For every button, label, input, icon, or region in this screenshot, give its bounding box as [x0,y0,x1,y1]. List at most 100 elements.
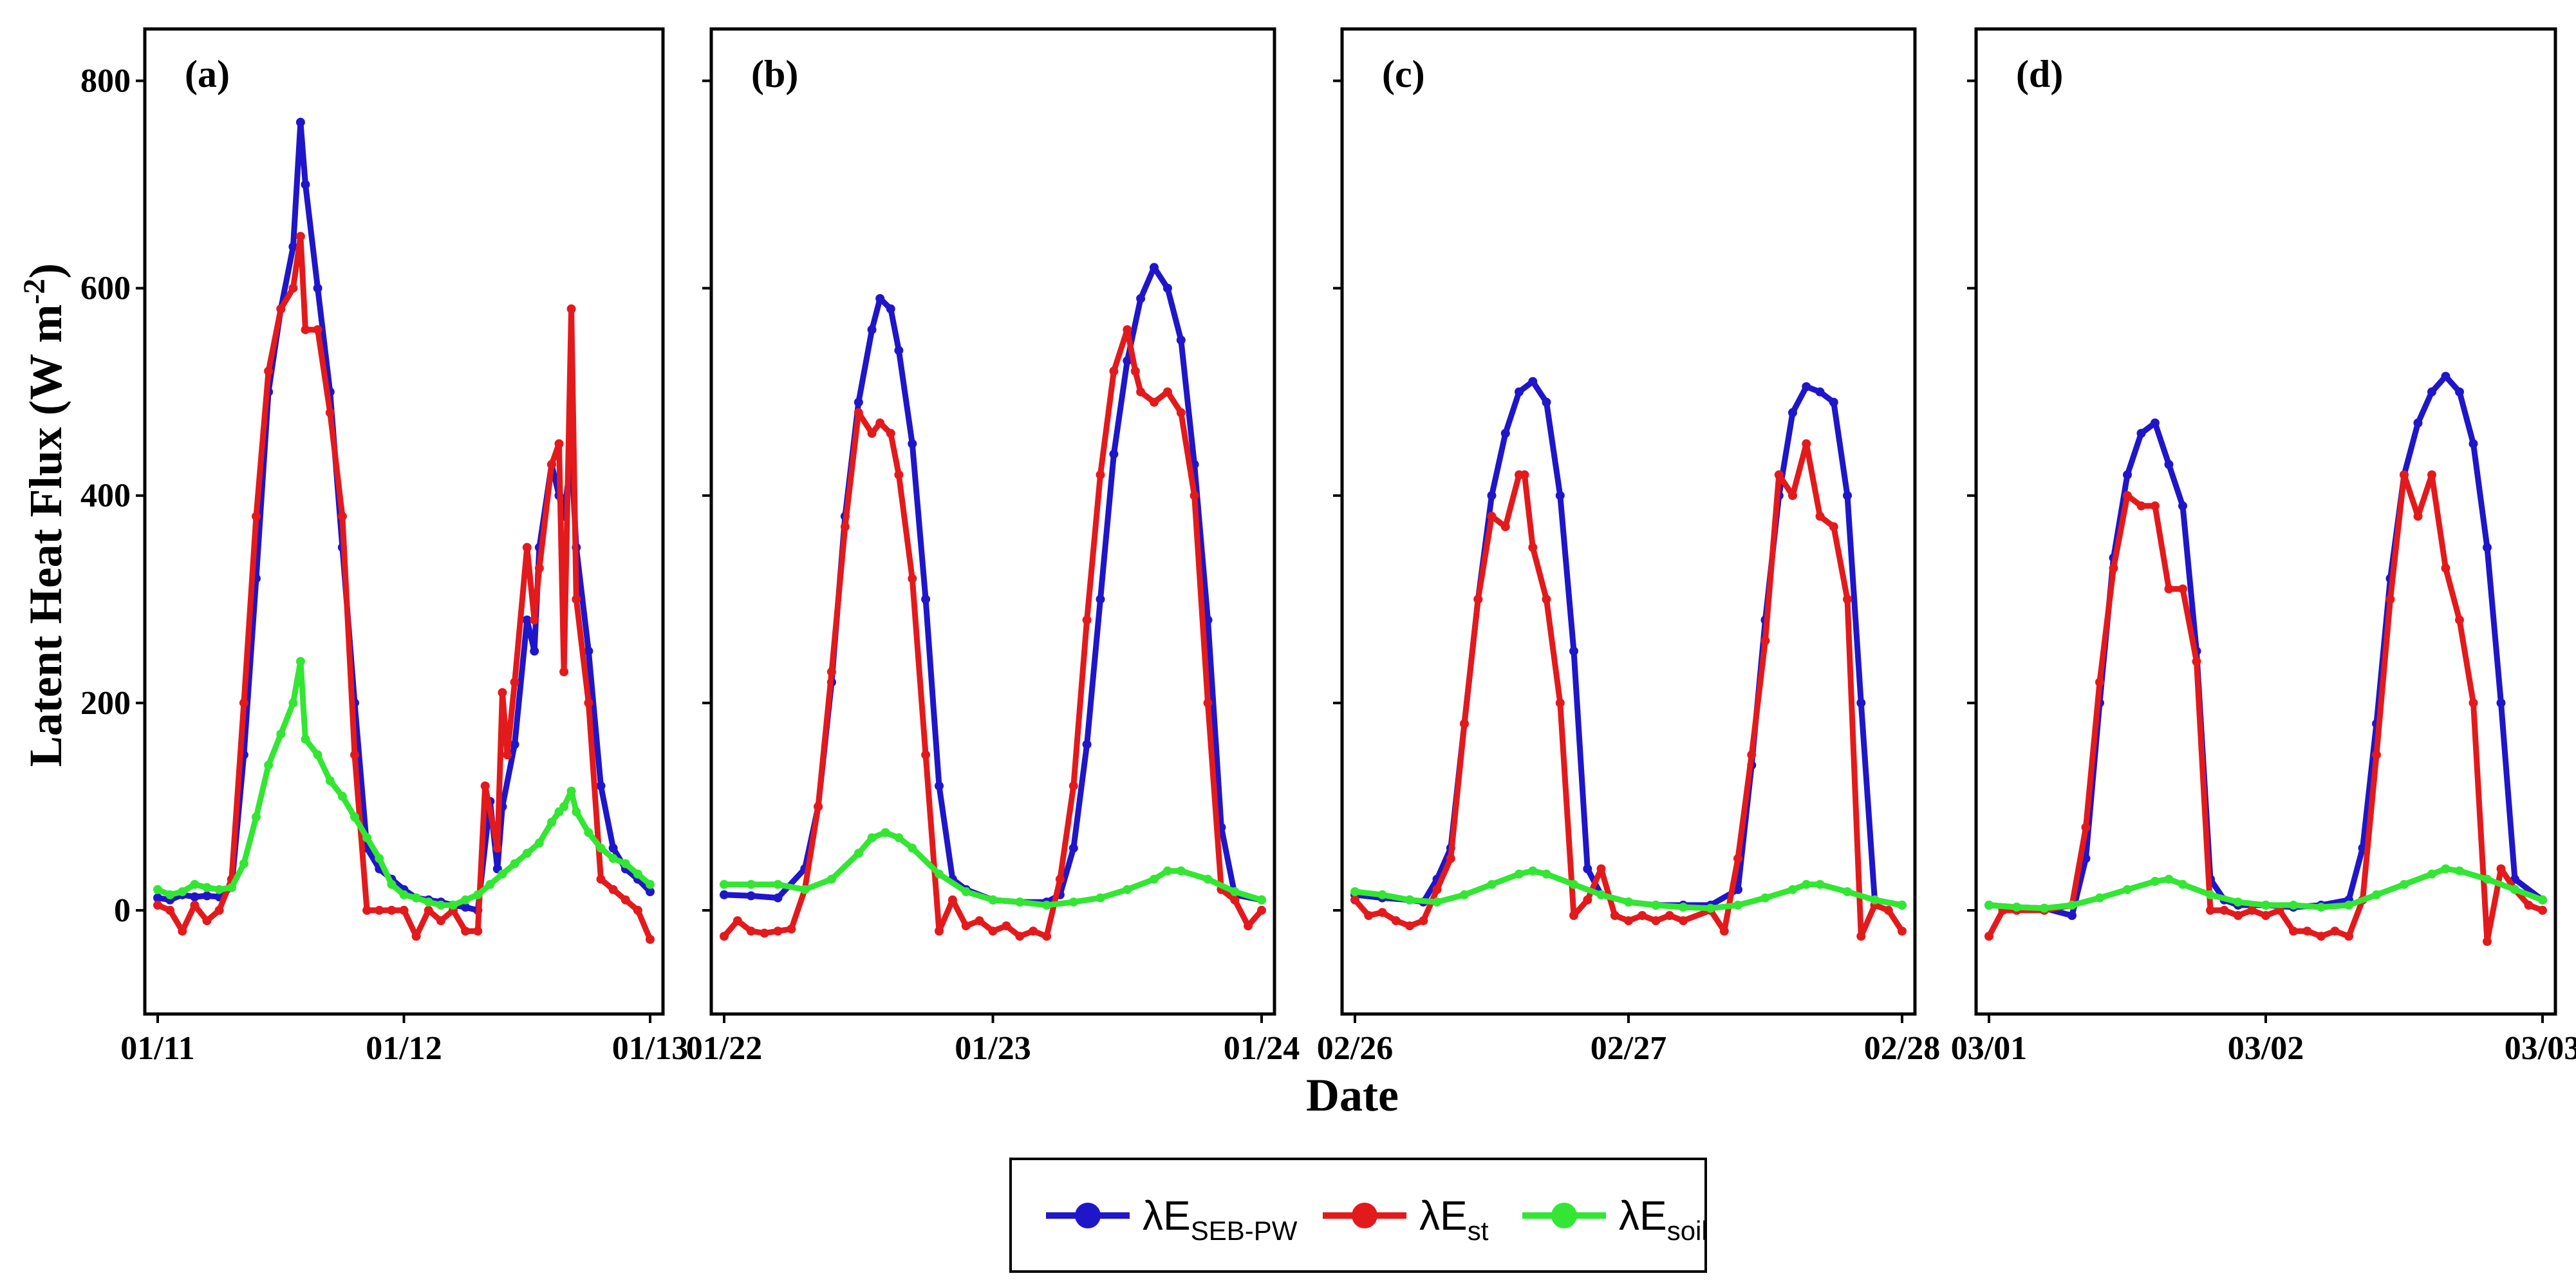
data-point-soil [449,900,458,910]
data-point-st [1665,911,1674,920]
data-point-soil [295,657,305,666]
data-point-soil [584,828,593,838]
data-point-soil [1802,879,1811,889]
data-point-seb [1069,843,1078,853]
data-point-st [886,429,895,438]
data-point-soil [1096,893,1105,903]
data-point-st [2496,864,2506,874]
data-point-st [1528,543,1538,552]
data-point-st [720,932,729,941]
data-point-soil [165,890,175,899]
data-point-seb [461,903,471,912]
series-line-st [721,326,1265,939]
data-point-st [554,439,564,449]
x-tick-label: 01/23 [955,1030,1031,1067]
panel-label: (d) [2016,53,2063,95]
data-point-soil [1788,885,1797,894]
data-point-seb [1815,387,1825,397]
series-line-st [154,233,653,943]
data-point-soil [301,735,310,744]
data-point-st [559,667,569,677]
data-point-st [1610,911,1619,920]
data-point-st [2234,911,2243,920]
data-point-seb [1555,491,1565,500]
data-point-soil [2538,895,2547,905]
y-tick-label: 400 [80,478,131,514]
data-point-st [2455,615,2464,625]
data-point-st [1624,916,1633,926]
data-point-st [325,408,335,417]
data-point-soil [2095,893,2104,903]
panel-label: (c) [1382,53,1425,95]
data-point-st [1802,439,1811,449]
data-point-st [1788,491,1797,500]
y-axis-title-superscript: -2 [17,279,51,305]
data-point-seb [646,887,655,896]
data-point-st [295,232,305,241]
data-point-soil [325,776,335,785]
data-point-st [375,905,384,915]
data-point-st [2261,911,2270,920]
y-axis-title-close: ) [20,263,71,279]
data-point-seb [153,893,162,903]
data-point-st [1473,594,1483,604]
data-point-soil [1350,887,1359,896]
data-point-soil [2344,900,2353,910]
data-point-soil [461,895,471,905]
data-point-seb [1856,698,1866,708]
data-point-seb [921,594,931,604]
data-point-soil [646,879,655,889]
data-point-soil [1815,879,1825,889]
data-point-st [1555,698,1565,708]
data-point-st [1446,854,1455,863]
data-point-st [773,926,783,936]
data-point-soil [2289,900,2298,910]
data-point-st [1651,916,1661,926]
panel-3: 03/01 03/02 03/03 (d) [1951,27,2576,1067]
data-point-st [1569,911,1578,920]
data-point-st [214,905,224,915]
data-point-st [1829,522,1838,532]
data-point-st [1364,911,1374,920]
legend-label-subscript: SEB-PW [1191,1216,1298,1246]
data-point-st [2302,926,2312,936]
data-point-st [1679,916,1688,926]
y-tick-label: 800 [80,63,131,100]
data-point-soil [572,807,581,816]
x-tick-label: 02/28 [1864,1030,1940,1067]
data-point-st [1638,911,1647,920]
data-point-st [2317,932,2326,941]
data-point-soil [350,813,359,822]
data-point-st [1898,926,1907,936]
data-point-seb [746,891,756,901]
data-point-soil [1042,900,1051,910]
data-point-st [2192,657,2201,666]
data-point-st [1096,470,1105,480]
data-point-soil [522,849,532,858]
data-point-st [362,905,372,915]
data-point-soil [1257,895,1266,905]
data-point-st [975,916,984,926]
legend-label-subscript: st [1468,1216,1489,1246]
data-point-soil [1432,897,1442,907]
data-point-st [2427,470,2436,480]
data-point-st [510,677,519,687]
data-point-soil [1515,869,1524,879]
data-point-soil [288,698,298,708]
data-point-seb [894,346,904,355]
data-point-st [572,594,581,604]
data-point-st [921,750,931,760]
legend-label-base: λE [1143,1192,1191,1239]
data-point-soil [2441,864,2450,874]
data-point-seb [2123,470,2132,480]
data-point-soil [436,900,445,910]
data-point-st [2081,823,2091,832]
data-point-seb [1500,429,1510,438]
data-point-seb [202,891,212,901]
data-point-soil [1528,866,1538,876]
data-point-st [1391,916,1401,926]
data-point-st [288,283,298,293]
data-point-soil [534,838,544,848]
data-point-soil [800,885,810,894]
